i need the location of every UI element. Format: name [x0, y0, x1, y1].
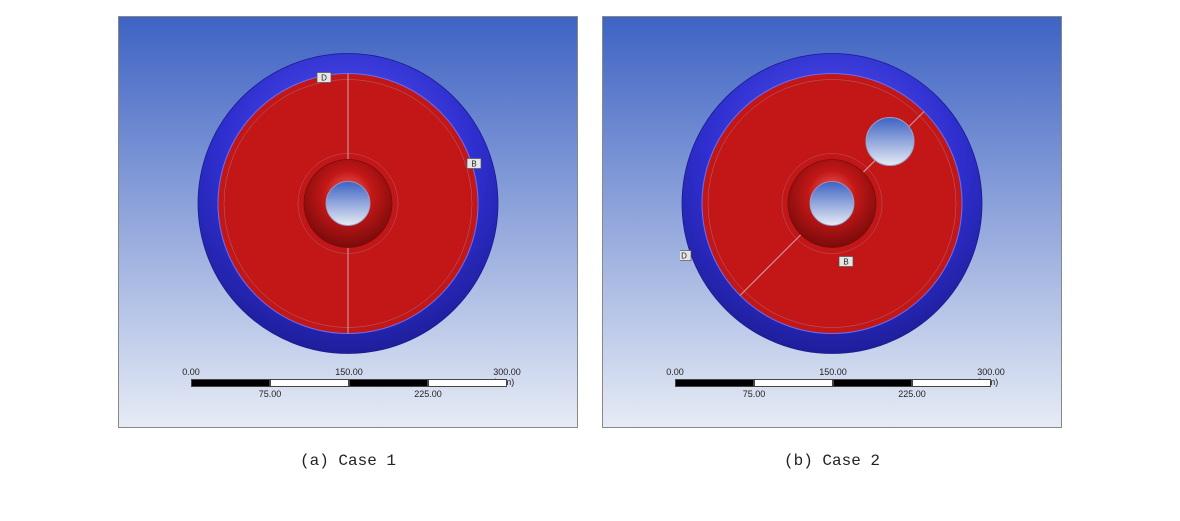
figure-row: D B 0.00150.00300.00 (mm)75.00225.00 (a) … — [0, 0, 1180, 470]
figure-panel: D B 0.00150.00300.00 (mm)75.00225.00 (b) … — [602, 16, 1062, 470]
disc-model: D B — [680, 51, 984, 360]
svg-text:B: B — [471, 159, 476, 168]
simulation-viewport: D B 0.00150.00300.00 (mm)75.00225.00 — [602, 16, 1062, 428]
simulation-viewport: D B 0.00150.00300.00 (mm)75.00225.00 — [118, 16, 578, 428]
svg-text:D: D — [321, 73, 327, 82]
disc-model: D B — [196, 51, 500, 360]
svg-text:D: D — [681, 251, 687, 260]
panel-caption: (b) Case 2 — [784, 452, 880, 470]
panel-caption: (a) Case 1 — [300, 452, 396, 470]
svg-text:B: B — [843, 257, 848, 266]
figure-panel: D B 0.00150.00300.00 (mm)75.00225.00 (a) … — [118, 16, 578, 470]
